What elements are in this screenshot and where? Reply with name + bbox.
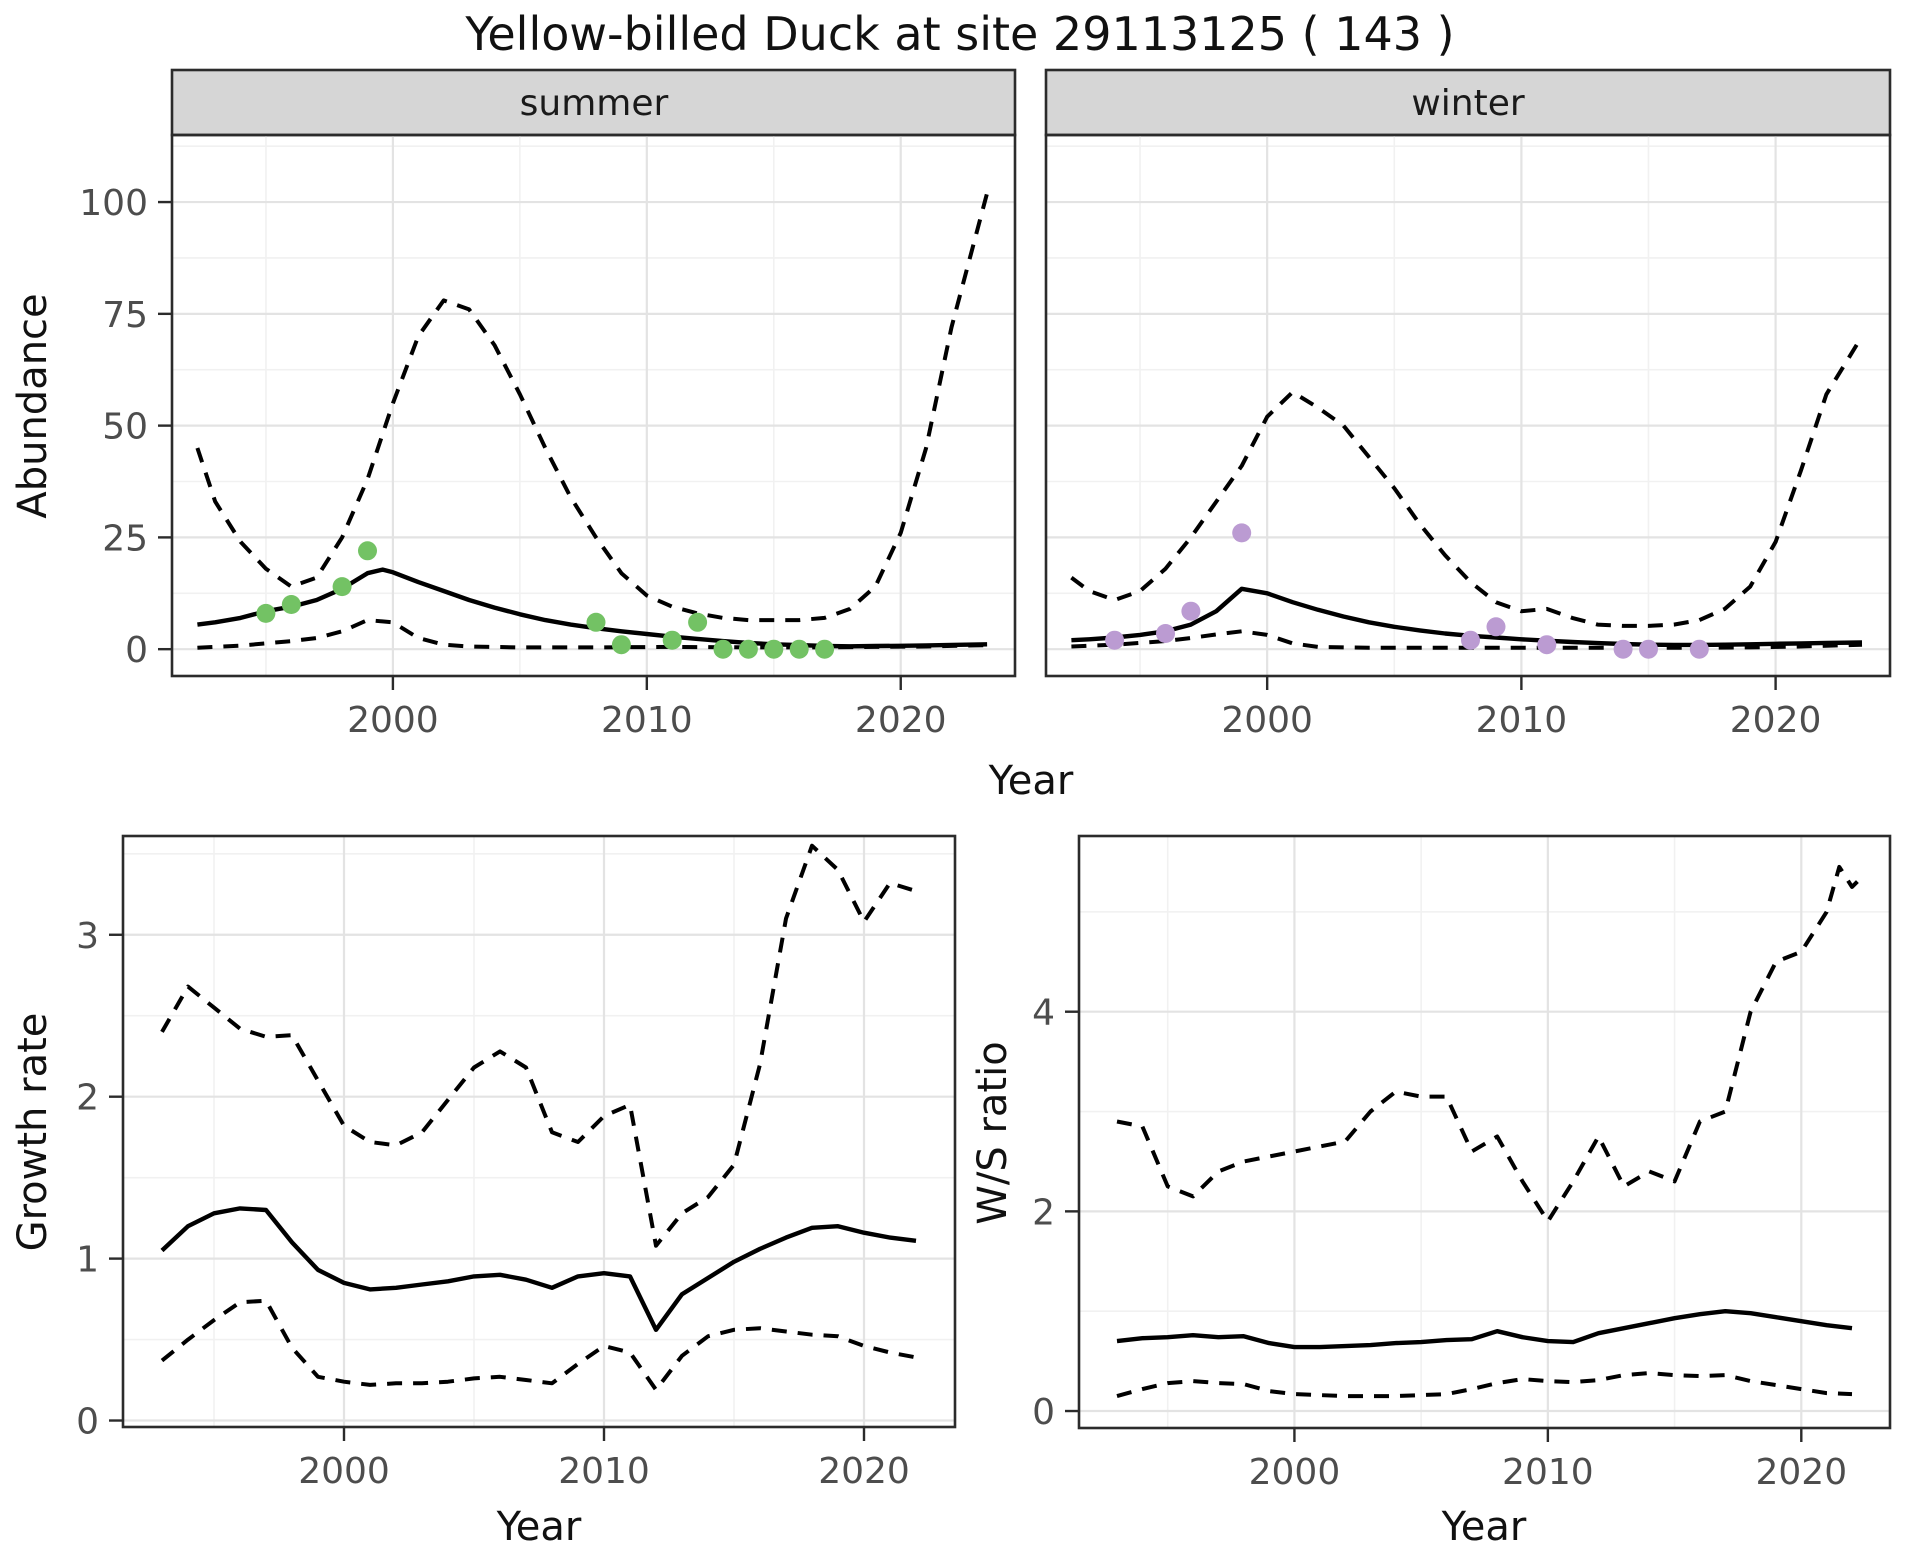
data-point	[1639, 639, 1658, 659]
axis-tick-label: 2	[76, 1078, 99, 1119]
axis-tick-label: 3	[76, 916, 99, 957]
axis-tick-label: 2000	[1221, 700, 1313, 741]
upper_ci-line	[160, 843, 917, 1248]
axis-tick-label: 2020	[1755, 1452, 1847, 1493]
axis-tick-label: 2010	[601, 700, 693, 741]
data-point	[815, 639, 835, 659]
data-point	[713, 639, 733, 659]
data-point	[611, 635, 631, 655]
y-axis-title-ws-ratio: W/S ratio	[970, 1041, 1016, 1224]
axis-tick-label: 100	[79, 183, 148, 224]
axis-tick-label: 2020	[818, 1451, 910, 1492]
data-point	[1486, 617, 1506, 637]
axis-tick-label: 50	[102, 407, 148, 448]
facet-strip-winter	[1044, 68, 1892, 137]
lower_ci-line	[1071, 629, 1863, 650]
axis-tick-label: 75	[102, 295, 148, 336]
axis-tick-label: 0	[76, 1402, 99, 1443]
data-point	[789, 639, 809, 659]
axis-tick-label: 1	[76, 1240, 99, 1281]
axis-tick-label: 4	[1032, 993, 1055, 1034]
data-point	[738, 639, 758, 659]
panel-border	[1044, 133, 1892, 678]
data-point	[1689, 639, 1709, 659]
data-point	[1461, 630, 1480, 650]
chart-title: Yellow-billed Duck at site 29113125 ( 14…	[464, 7, 1454, 61]
data-point	[281, 595, 301, 614]
axis-tick-label: 2020	[1730, 700, 1822, 741]
data-point	[256, 603, 276, 623]
facet-strip-summer	[170, 68, 1017, 137]
data-point	[662, 630, 682, 650]
facet-label-winter: winter	[1411, 83, 1525, 124]
axis-tick-label: 2010	[558, 1451, 650, 1492]
y-axis-title-growth-rate: Growth rate	[10, 1013, 56, 1252]
data-point	[1613, 639, 1633, 659]
panel-border	[121, 834, 957, 1429]
data-point	[1232, 523, 1252, 543]
axis-tick-label: 2000	[347, 700, 439, 741]
panel-border	[1077, 834, 1892, 1430]
data-point	[358, 541, 377, 561]
x-axis-title-top: Year	[988, 758, 1074, 804]
mean-line	[197, 567, 988, 649]
axis-tick-label: 0	[1032, 1392, 1055, 1433]
lower_ci-line	[197, 618, 988, 650]
lower_ci-line	[1116, 1371, 1853, 1399]
upper_ci-line	[1070, 335, 1864, 628]
y-axis-title-abundance: Abundance	[10, 293, 56, 518]
panel-border	[170, 133, 1017, 678]
x-axis-title-bottom-left: Year	[496, 1504, 582, 1550]
data-point	[688, 612, 708, 632]
data-point	[332, 577, 352, 597]
axis-tick-label: 2	[1032, 1192, 1055, 1233]
lower_ci-line	[160, 1298, 917, 1392]
axis-tick-label: 2000	[298, 1451, 390, 1492]
data-point	[764, 639, 784, 659]
data-point	[1181, 601, 1201, 621]
axis-tick-label: 0	[125, 630, 148, 671]
axis-tick-label: 2010	[1502, 1452, 1594, 1493]
data-point	[1537, 635, 1557, 655]
x-axis-title-bottom-right: Year	[1441, 1504, 1527, 1550]
data-point	[586, 612, 606, 632]
mean-line	[160, 1206, 917, 1332]
data-point	[1156, 624, 1175, 643]
upper_ci-line	[1116, 864, 1864, 1224]
data-point	[1105, 630, 1125, 650]
mean-line	[1116, 1309, 1853, 1350]
axis-tick-label: 2000	[1249, 1452, 1341, 1493]
axis-tick-label: 25	[102, 518, 148, 559]
mean-line	[1071, 586, 1863, 648]
upper_ci-line	[195, 192, 990, 623]
facet-label-summer: summer	[520, 83, 669, 124]
axis-tick-label: 2010	[1476, 700, 1568, 741]
axis-tick-label: 2020	[855, 700, 947, 741]
